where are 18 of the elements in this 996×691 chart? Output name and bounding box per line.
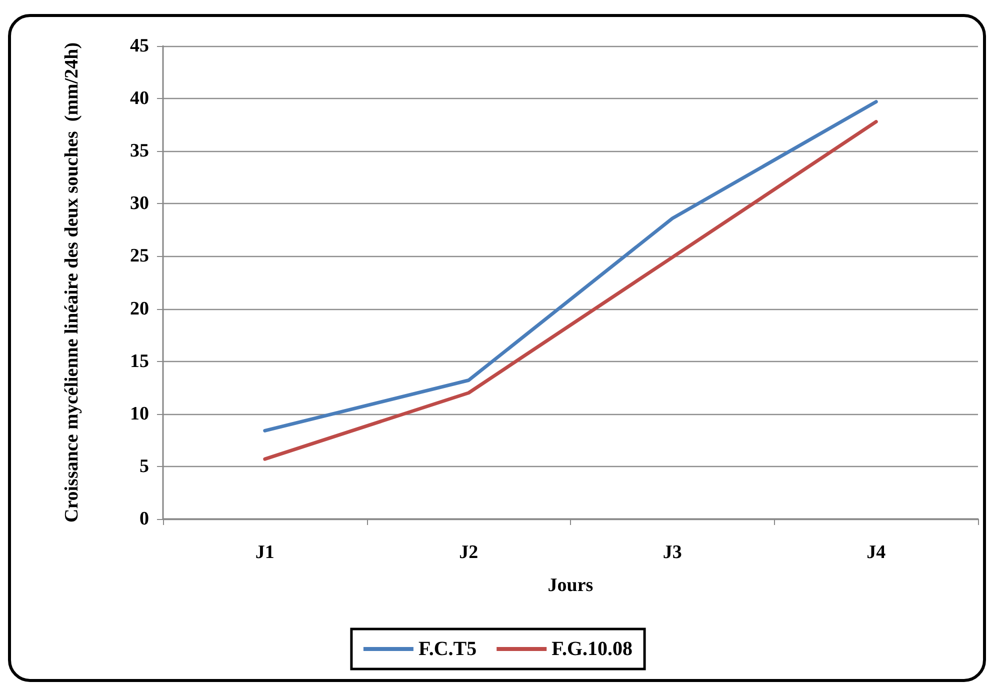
x-tick-label: J3 bbox=[662, 542, 682, 563]
legend-label: F.C.T5 bbox=[418, 638, 477, 660]
legend-label: F.G.10.08 bbox=[552, 638, 633, 660]
y-tick-label: 25 bbox=[130, 246, 149, 267]
y-tick-label: 20 bbox=[130, 298, 149, 320]
y-tick-label: 15 bbox=[130, 350, 149, 372]
x-tick-label: J1 bbox=[255, 542, 274, 563]
x-tick-label: J4 bbox=[866, 542, 886, 563]
y-tick-label: 35 bbox=[130, 140, 149, 162]
y-tick-label: 45 bbox=[130, 36, 149, 56]
y-tick-label: 40 bbox=[130, 88, 149, 110]
y-tick-label: 5 bbox=[140, 456, 149, 477]
x-axis-title: Jours bbox=[548, 575, 594, 596]
y-tick-label: 0 bbox=[140, 508, 149, 530]
y-tick-label: 30 bbox=[130, 193, 149, 214]
y-tick-label: 10 bbox=[130, 403, 149, 424]
y-axis-title: Croissance mycélienne linéaire des deux souches (mm/24h) bbox=[62, 42, 82, 523]
x-tick-label: J2 bbox=[459, 542, 478, 563]
